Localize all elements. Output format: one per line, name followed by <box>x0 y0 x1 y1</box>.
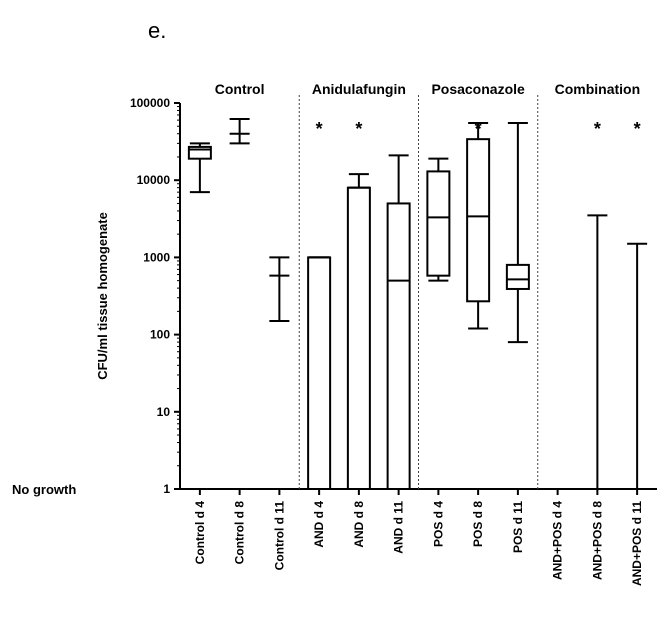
x-tick-label: POS d 4 <box>431 501 445 547</box>
group-label: Posaconazole <box>431 81 525 97</box>
boxes <box>187 118 648 490</box>
x-tick-label: AND+POS d 4 <box>551 501 565 580</box>
group-label: Control <box>215 81 265 97</box>
x-tick-label: Control d 4 <box>193 501 207 565</box>
y-tick-label: 10000 <box>137 173 171 187</box>
box-8 <box>505 122 530 344</box>
significance-markers: * * * * * <box>316 119 641 139</box>
x-tick-label: POS d 8 <box>471 501 485 547</box>
x-tick-label: AND d 8 <box>352 501 366 548</box>
group-separators <box>298 95 539 489</box>
y-tick-label: 100 <box>150 328 170 342</box>
x-tick-label: AND d 4 <box>312 501 326 548</box>
group-labels: Control Anidulafungin Posaconazole Combinat… <box>215 81 640 97</box>
box-body <box>386 202 411 490</box>
box-body <box>307 256 332 490</box>
axes: 1 10 100 1000 10000 100000 <box>130 96 657 496</box>
significance-star: * <box>475 119 482 139</box>
significance-star: * <box>594 119 601 139</box>
x-tick-labels: Control d 4 Control d 8 Control d 11 AND d … <box>193 501 644 586</box>
box-10 <box>587 214 608 489</box>
x-tick-label: Control d 8 <box>233 501 247 565</box>
box-body <box>466 138 491 303</box>
group-label: Anidulafungin <box>312 81 406 97</box>
y-tick-label: 1000 <box>143 250 170 264</box>
box-6 <box>426 157 451 282</box>
box-7 <box>466 122 491 330</box>
box-1 <box>229 118 250 145</box>
box-body <box>187 145 212 160</box>
x-tick-label: AND+POS d 8 <box>590 501 604 580</box>
no-growth-label: No growth <box>12 482 76 497</box>
box-2 <box>269 256 290 323</box>
box-body <box>505 263 530 290</box>
y-tick-label: 10 <box>157 405 171 419</box>
box-5 <box>386 154 411 490</box>
box-11 <box>627 242 648 489</box>
significance-star: * <box>634 119 641 139</box>
box-0 <box>187 142 212 194</box>
box-4 <box>346 173 371 490</box>
panel-label: e. <box>148 18 166 43</box>
x-tick-label: AND d 11 <box>392 501 406 554</box>
box-body <box>426 170 451 277</box>
y-tick-label: 100000 <box>130 96 170 110</box>
y-tick-label: 1 <box>163 482 170 496</box>
x-tick-label: Control d 11 <box>272 501 286 571</box>
y-axis-label: CFU/ml tissue homogenate <box>95 212 110 380</box>
x-tick-label: POS d 11 <box>511 501 525 553</box>
significance-star: * <box>316 119 323 139</box>
significance-star: * <box>355 119 362 139</box>
x-tick-label: AND+POS d 11 <box>630 501 644 586</box>
box-3 <box>307 256 332 490</box>
group-label: Combination <box>555 81 641 97</box>
box-body <box>346 186 371 490</box>
